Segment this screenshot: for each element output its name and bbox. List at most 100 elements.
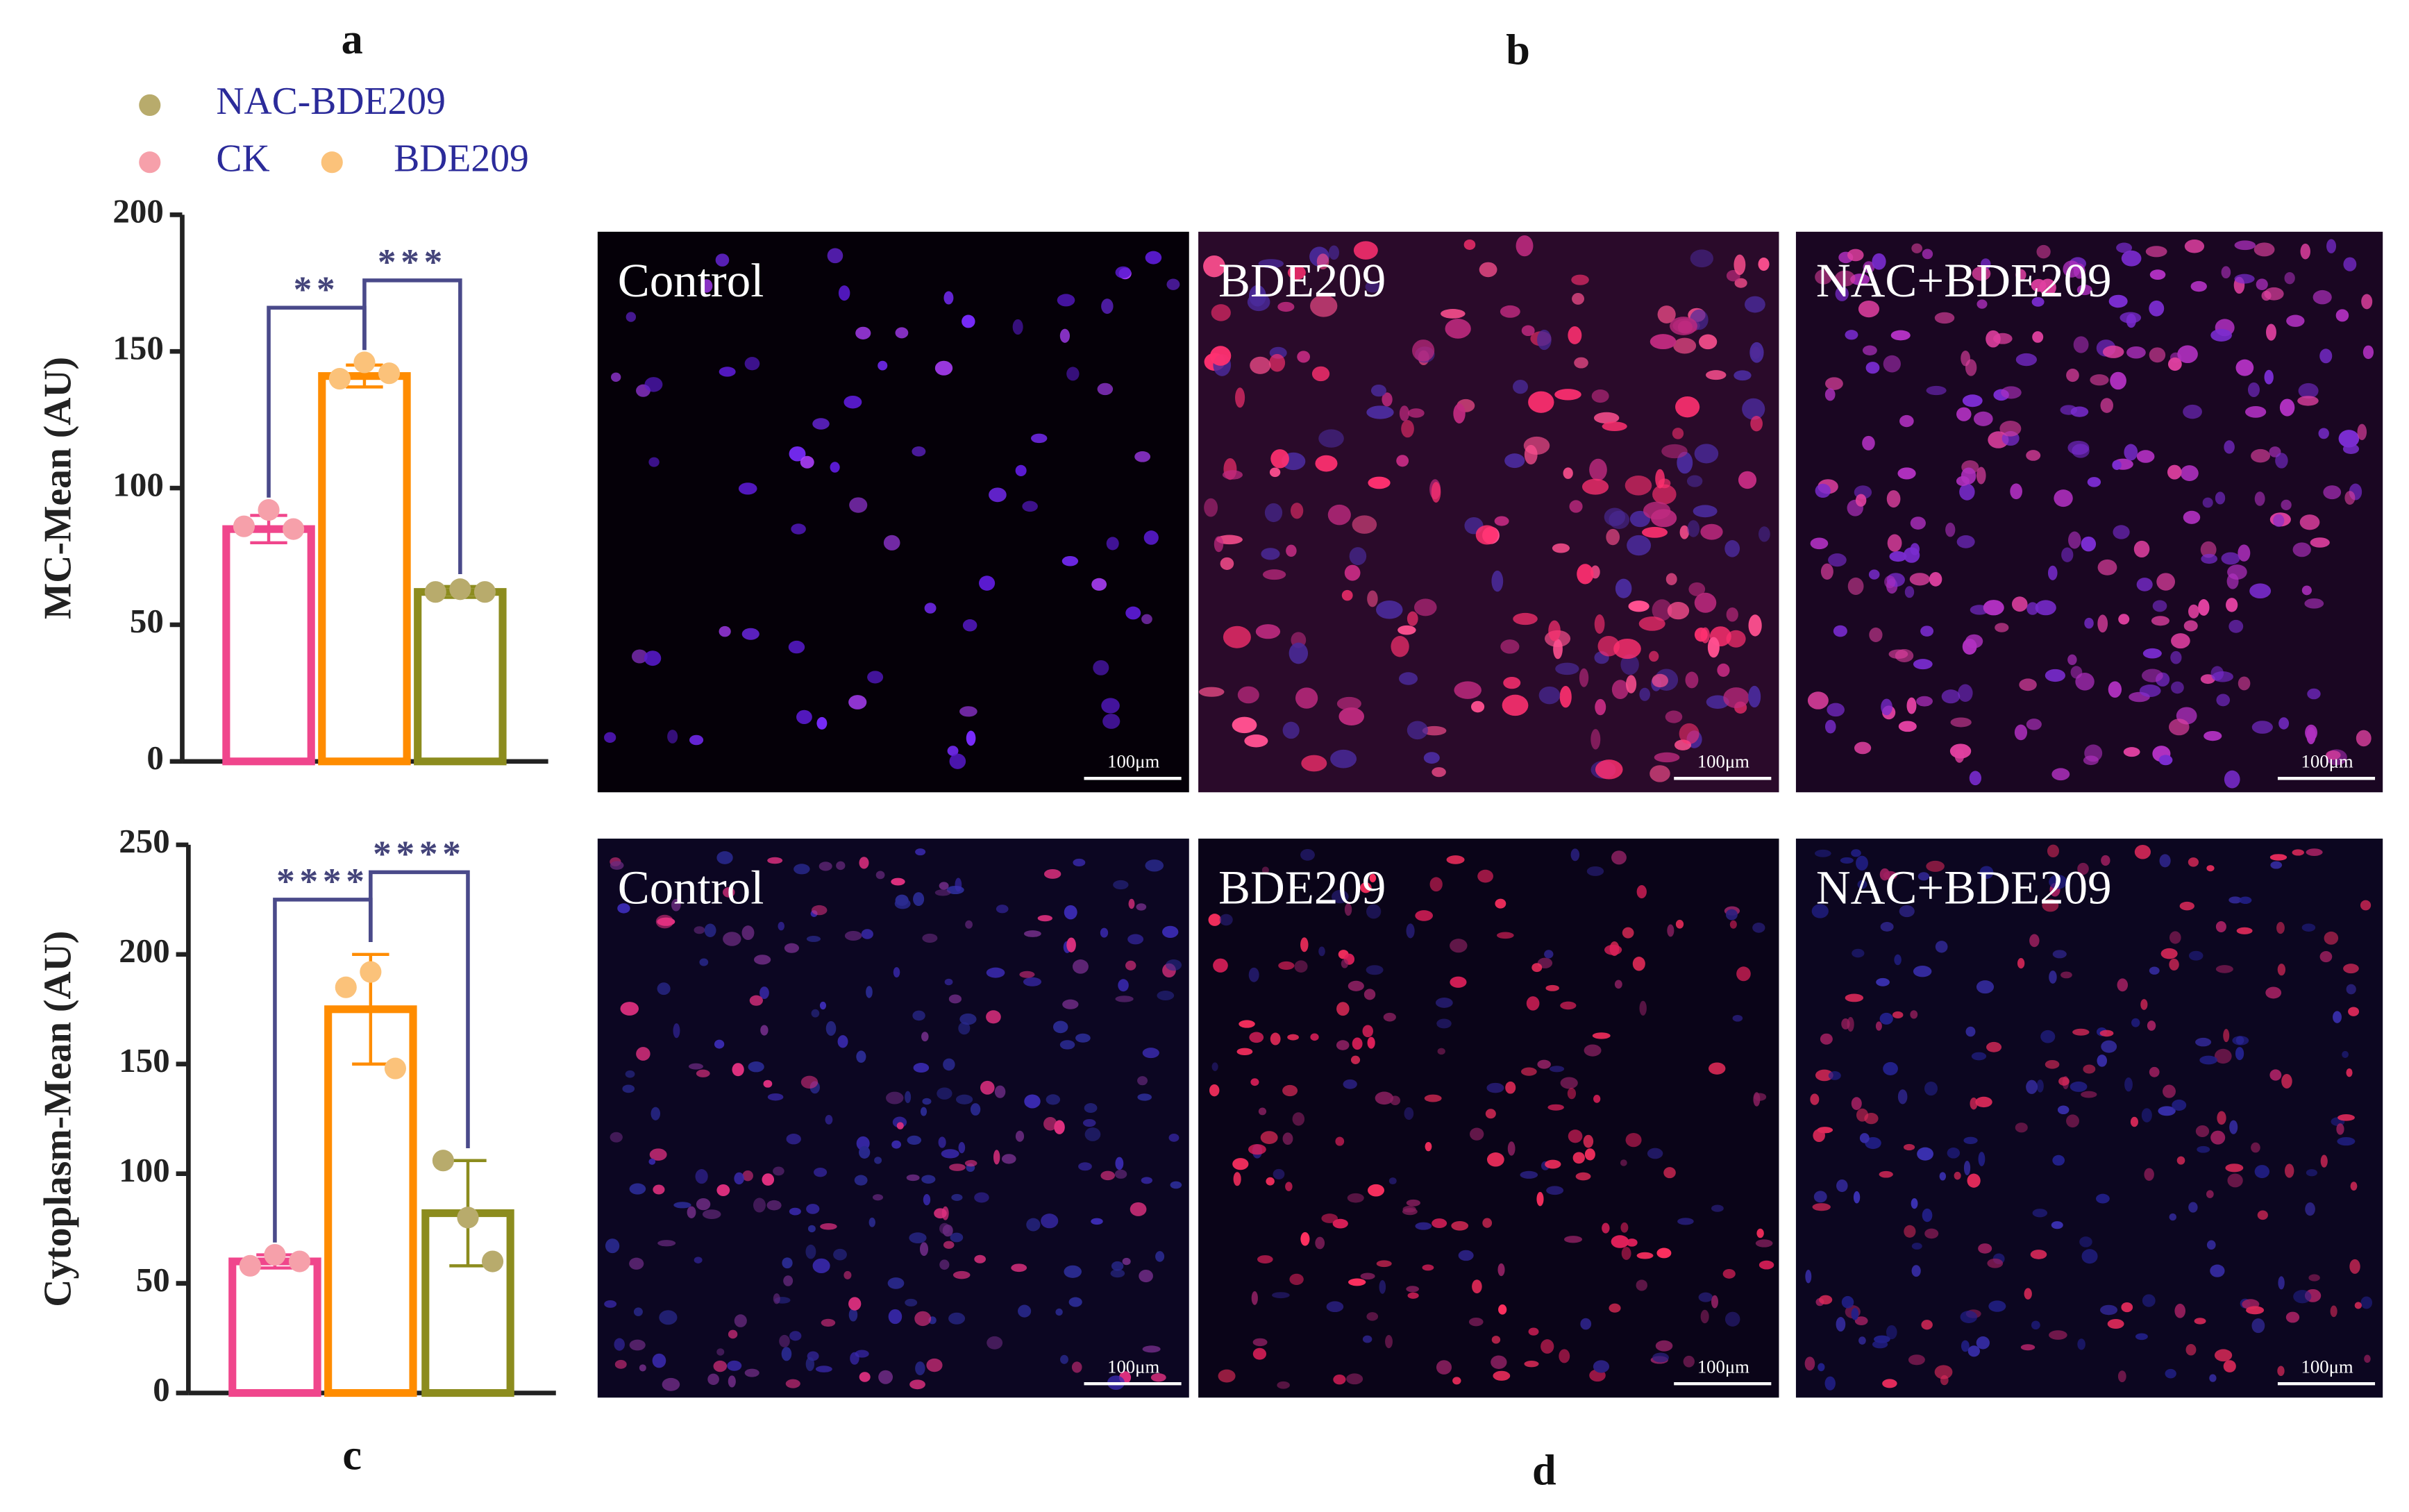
- cell: [1300, 937, 1309, 952]
- cell: [1446, 855, 1465, 864]
- cell: [1563, 467, 1573, 479]
- cell: [1277, 301, 1295, 312]
- cell: [1547, 1104, 1564, 1111]
- cell: [1904, 586, 1915, 598]
- cell: [1031, 433, 1048, 444]
- cell: [2015, 1123, 2028, 1133]
- cell: [1310, 1033, 1319, 1041]
- cell: [2216, 694, 2231, 707]
- cell: [1845, 330, 1858, 340]
- image-label: Control: [618, 254, 764, 307]
- data-point: [360, 961, 382, 983]
- cell: [639, 1364, 646, 1372]
- panel-letter: a: [342, 16, 363, 63]
- cell: [2177, 345, 2198, 364]
- cell: [1546, 1186, 1564, 1195]
- cell: [1724, 540, 1740, 557]
- cell: [2117, 978, 2129, 992]
- cell: [1166, 278, 1180, 290]
- cell: [1820, 563, 1833, 580]
- cell: [1604, 944, 1622, 955]
- bar: [222, 525, 315, 766]
- cell: [2060, 405, 2078, 415]
- cell: [1575, 1172, 1591, 1181]
- cell: [1922, 249, 1933, 260]
- cell: [965, 920, 973, 929]
- cell: [2149, 966, 2160, 975]
- cell: [1075, 1033, 1091, 1043]
- cell: [836, 861, 846, 871]
- cell: [1060, 1354, 1068, 1364]
- cell: [1544, 950, 1554, 959]
- cell: [1929, 571, 1942, 587]
- cell: [1398, 672, 1418, 685]
- cell: [2226, 598, 2238, 612]
- cell: [636, 1047, 650, 1061]
- cell: [1233, 1172, 1241, 1186]
- cell: [1584, 1044, 1602, 1057]
- cell: [1422, 725, 1447, 736]
- cell: [2097, 614, 2108, 633]
- cell: [1584, 1148, 1595, 1161]
- cell: [1037, 915, 1052, 922]
- cell: [1976, 1336, 1990, 1350]
- cell: [1537, 329, 1552, 351]
- cell: [2084, 617, 2094, 629]
- cell: [1654, 752, 1680, 763]
- cell: [2281, 1073, 2292, 1089]
- cell: [1360, 882, 1372, 893]
- cell: [2305, 1202, 2315, 1216]
- cell: [1911, 1243, 1922, 1250]
- cell: [814, 1167, 828, 1177]
- cell: [1413, 598, 1437, 616]
- cell: [1879, 1170, 1893, 1178]
- cell: [673, 1023, 680, 1039]
- cell: [1752, 923, 1765, 933]
- significance-bracket: [369, 870, 470, 1148]
- cell: [1956, 407, 1972, 421]
- cell: [1249, 1032, 1264, 1043]
- legend-marker: [321, 151, 343, 174]
- cell: [1503, 676, 1521, 689]
- cell: [2188, 1202, 2198, 1213]
- cell: [1093, 660, 1109, 675]
- cell: [2133, 540, 2150, 557]
- cell: [1903, 1143, 1915, 1151]
- cell: [1960, 1311, 1978, 1323]
- cell: [955, 1094, 973, 1104]
- cell: [2047, 565, 2058, 580]
- cell: [806, 936, 821, 942]
- cell: [1260, 1131, 1278, 1145]
- cell: [2350, 1182, 2358, 1191]
- cell: [2326, 750, 2341, 760]
- cell: [2081, 1249, 2098, 1264]
- cell: [1310, 294, 1338, 317]
- cell: [1214, 536, 1224, 553]
- cell: [1622, 927, 1634, 939]
- cell: [2108, 294, 2128, 308]
- cell: [1560, 1077, 1578, 1089]
- cell: [1102, 714, 1120, 729]
- cell: [2077, 1338, 2085, 1350]
- cell: [2015, 353, 2038, 367]
- cell: [2067, 654, 2077, 666]
- cell: [1973, 411, 1993, 426]
- cell: [2221, 266, 2231, 279]
- cell: [2229, 1120, 2238, 1134]
- cell: [1352, 1037, 1363, 1050]
- cell: [1965, 1026, 1976, 1037]
- cell: [2083, 1064, 2096, 1074]
- cell: [1913, 659, 1933, 670]
- cell: [789, 1207, 801, 1216]
- cell: [2118, 614, 2130, 625]
- cell: [1685, 671, 1699, 689]
- cell: [2357, 423, 2367, 440]
- cell: [2228, 896, 2242, 904]
- cell: [763, 1080, 773, 1088]
- cell: [1218, 1369, 1236, 1383]
- cell: [791, 523, 806, 535]
- cell: [1012, 319, 1023, 335]
- cell: [633, 1307, 643, 1316]
- cell: [2144, 1168, 2154, 1181]
- cell: [921, 1175, 936, 1184]
